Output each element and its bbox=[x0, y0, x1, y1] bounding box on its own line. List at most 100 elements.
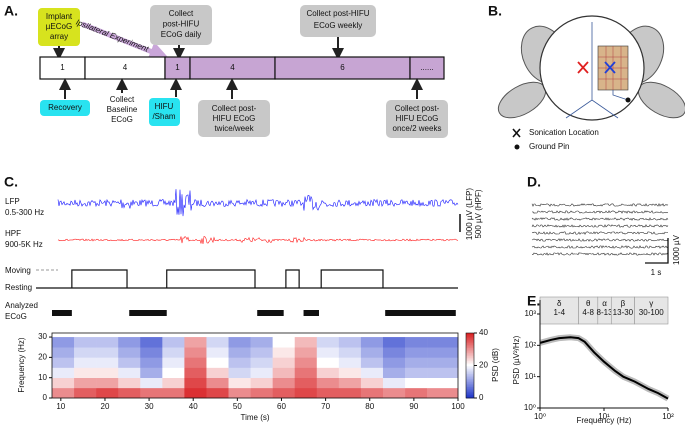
spectrogram-cell bbox=[338, 337, 362, 348]
analyzed-bar bbox=[385, 310, 456, 316]
spectrogram-cell bbox=[427, 367, 459, 378]
spectrogram-cell bbox=[272, 357, 296, 368]
y-tick-label: 10³ bbox=[524, 309, 536, 318]
moving-interval bbox=[166, 269, 256, 288]
spectrogram-cell bbox=[96, 377, 119, 389]
spectrogram-cell bbox=[228, 367, 251, 378]
spectrogram-cell bbox=[294, 337, 318, 348]
spectrogram-cell bbox=[184, 387, 207, 399]
spectrogram-cell bbox=[427, 357, 459, 368]
colorbar-step bbox=[466, 339, 474, 342]
colorbar-step bbox=[466, 381, 474, 384]
spectrogram-cell bbox=[74, 347, 97, 358]
panel-label: B. bbox=[488, 3, 502, 19]
spectrogram-cell bbox=[338, 377, 362, 389]
spectrogram-cell bbox=[206, 377, 229, 389]
moving-interval bbox=[71, 269, 128, 288]
rat-head bbox=[497, 15, 685, 150]
colorbar-step bbox=[466, 373, 474, 376]
trace-label: 900-5K Hz bbox=[5, 240, 43, 249]
spectrogram-cell bbox=[228, 377, 251, 389]
scale-label: 500 µV (HPF) bbox=[474, 189, 483, 238]
colorbar-tick-label: 0 bbox=[479, 393, 484, 402]
timeline-label: ...... bbox=[420, 63, 433, 72]
spectrogram-cell bbox=[316, 347, 340, 358]
spectrogram-cell bbox=[96, 347, 119, 358]
spectrogram-cell bbox=[162, 377, 185, 389]
spectrogram-cell bbox=[74, 387, 97, 399]
box-text: Collect post- bbox=[395, 104, 440, 113]
spectrogram-cell bbox=[184, 357, 207, 368]
colorbar-step bbox=[466, 372, 474, 375]
trace-label: LFP bbox=[5, 197, 20, 206]
spectrogram-cell bbox=[316, 357, 340, 368]
ecog-trace bbox=[531, 238, 669, 242]
spectrogram-cell bbox=[250, 367, 273, 378]
colorbar-step bbox=[466, 333, 474, 336]
x-axis-label: Time (s) bbox=[240, 413, 269, 422]
colorbar-step bbox=[466, 380, 474, 383]
spectrogram-cell bbox=[360, 357, 384, 368]
spectrogram-cell bbox=[74, 357, 97, 368]
y-tick-label: 0 bbox=[43, 393, 48, 402]
colorbar-step bbox=[466, 378, 474, 381]
band-range: 8-13 bbox=[597, 308, 614, 317]
spectrogram-cell bbox=[250, 377, 273, 389]
spectrogram-cell bbox=[250, 357, 273, 368]
spectrogram-cell bbox=[427, 387, 459, 399]
x-tick-label: 10² bbox=[662, 412, 674, 421]
timeline-label: 4 bbox=[123, 63, 128, 72]
legend-text: Sonication Location bbox=[529, 128, 599, 137]
scale-bar bbox=[645, 238, 669, 264]
spectrogram-cell bbox=[184, 347, 207, 358]
x-tick-label: 70 bbox=[321, 402, 330, 411]
band-name: δ bbox=[557, 299, 562, 308]
y-tick-label: 10 bbox=[38, 373, 47, 382]
spectrogram-cell bbox=[52, 387, 75, 399]
x-tick-label: 10 bbox=[56, 402, 65, 411]
band-name: β bbox=[621, 299, 626, 308]
spectrogram-cell bbox=[228, 337, 251, 348]
colorbar-step bbox=[466, 376, 474, 379]
spectrogram-cell bbox=[405, 367, 428, 378]
box-text: HIFU ECoG bbox=[213, 114, 256, 123]
ecog-trace bbox=[531, 252, 669, 256]
box-text: ECoG daily bbox=[161, 30, 201, 39]
y-tick-label: 10⁰ bbox=[524, 403, 536, 412]
spectrogram-cell bbox=[427, 347, 459, 358]
state-label: Moving bbox=[5, 266, 31, 275]
scale-label: 1000 µV (LFP) bbox=[465, 188, 474, 241]
band-name: θ bbox=[586, 299, 591, 308]
spectrogram-cell bbox=[74, 377, 97, 389]
spectrogram-cell bbox=[162, 357, 185, 368]
colorbar-step bbox=[466, 357, 474, 360]
colorbar-step bbox=[466, 342, 474, 345]
spectrogram-cell bbox=[360, 337, 384, 348]
spectrogram-cell bbox=[140, 357, 163, 368]
analyzed-bar bbox=[52, 310, 72, 316]
y-axis-label: PSD (µV²/Hz) bbox=[512, 335, 521, 384]
y-tick-label: 10¹ bbox=[524, 372, 536, 381]
spectrogram-cell bbox=[427, 337, 459, 348]
timeline-label: 1 bbox=[175, 63, 180, 72]
colorbar-label: PSD (dB) bbox=[491, 348, 500, 382]
box-text: HIFU ECoG bbox=[396, 114, 439, 123]
box-text: ECoG bbox=[111, 115, 133, 124]
box-text: once/2 weeks bbox=[393, 124, 442, 133]
spectrogram-cell bbox=[427, 377, 459, 389]
box-text: Collect bbox=[169, 9, 194, 18]
colorbar-step bbox=[466, 385, 474, 388]
analyzed-bar bbox=[257, 310, 284, 316]
spectrogram-cell bbox=[338, 357, 362, 368]
timeline-segment bbox=[409, 56, 445, 80]
x-tick-label: 10⁰ bbox=[534, 412, 546, 421]
colorbar-step bbox=[466, 375, 474, 378]
spectrogram-cell bbox=[272, 387, 296, 399]
analyzed-bar bbox=[129, 310, 167, 316]
spectrogram-cell bbox=[294, 347, 318, 358]
colorbar-step bbox=[466, 336, 474, 339]
colorbar-step bbox=[466, 341, 474, 344]
spectrogram-cell bbox=[382, 367, 406, 378]
scale-label: 1 s bbox=[651, 268, 662, 277]
